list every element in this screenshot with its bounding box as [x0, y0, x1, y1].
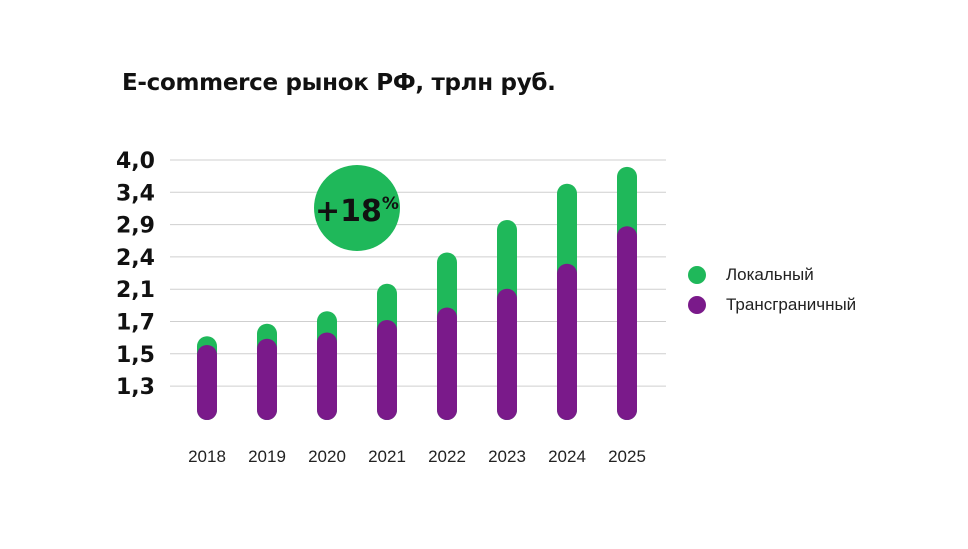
- x-axis-ticks: 2018 2019 2020 2021 2022 2023 2024 2025: [188, 447, 646, 466]
- x-tick-label: 2022: [428, 447, 466, 466]
- growth-badge-circle: [314, 165, 400, 251]
- bar-cross-2023: [497, 288, 517, 420]
- legend-swatch-cross: [688, 296, 706, 314]
- bar-cross-2019: [257, 338, 277, 420]
- legend-label-local: Локальный: [726, 265, 814, 284]
- y-tick-label: 1,3: [116, 375, 155, 400]
- bar-cross-2018: [197, 345, 217, 420]
- x-tick-label: 2019: [248, 447, 286, 466]
- y-tick-label: 3,4: [116, 181, 155, 206]
- bars: [197, 166, 637, 420]
- bar-cross-2021: [377, 320, 397, 420]
- y-tick-label: 4,0: [116, 149, 155, 174]
- legend-item-cross: Трансграничный: [688, 290, 856, 320]
- bar-cross-2020: [317, 332, 337, 420]
- legend-item-local: Локальный: [688, 260, 856, 290]
- y-tick-label: 2,9: [116, 214, 155, 239]
- x-tick-label: 2018: [188, 447, 226, 466]
- bar-cross-2025: [617, 226, 637, 420]
- x-tick-label: 2021: [368, 447, 406, 466]
- legend: Локальный Трансграничный: [688, 260, 856, 320]
- x-tick-label: 2025: [608, 447, 646, 466]
- y-tick-label: 2,4: [116, 246, 155, 271]
- growth-badge: +18%: [314, 165, 400, 251]
- y-axis-ticks: 4,0 3,4 2,9 2,4 2,1 1,7 1,5 1,3: [116, 149, 155, 400]
- y-tick-label: 1,7: [116, 311, 155, 336]
- x-tick-label: 2020: [308, 447, 346, 466]
- x-tick-label: 2023: [488, 447, 526, 466]
- legend-swatch-local: [688, 266, 706, 284]
- y-tick-label: 2,1: [116, 278, 155, 303]
- x-tick-label: 2024: [548, 447, 586, 466]
- y-tick-label: 1,5: [116, 343, 155, 368]
- chart-title: E-commerce рынок РФ, трлн руб.: [122, 70, 556, 96]
- legend-label-cross: Трансграничный: [726, 295, 857, 314]
- grid-lines: [170, 159, 666, 387]
- growth-badge-text: +18%: [315, 194, 399, 229]
- bar-cross-2024: [557, 263, 577, 420]
- bar-cross-2022: [437, 307, 457, 420]
